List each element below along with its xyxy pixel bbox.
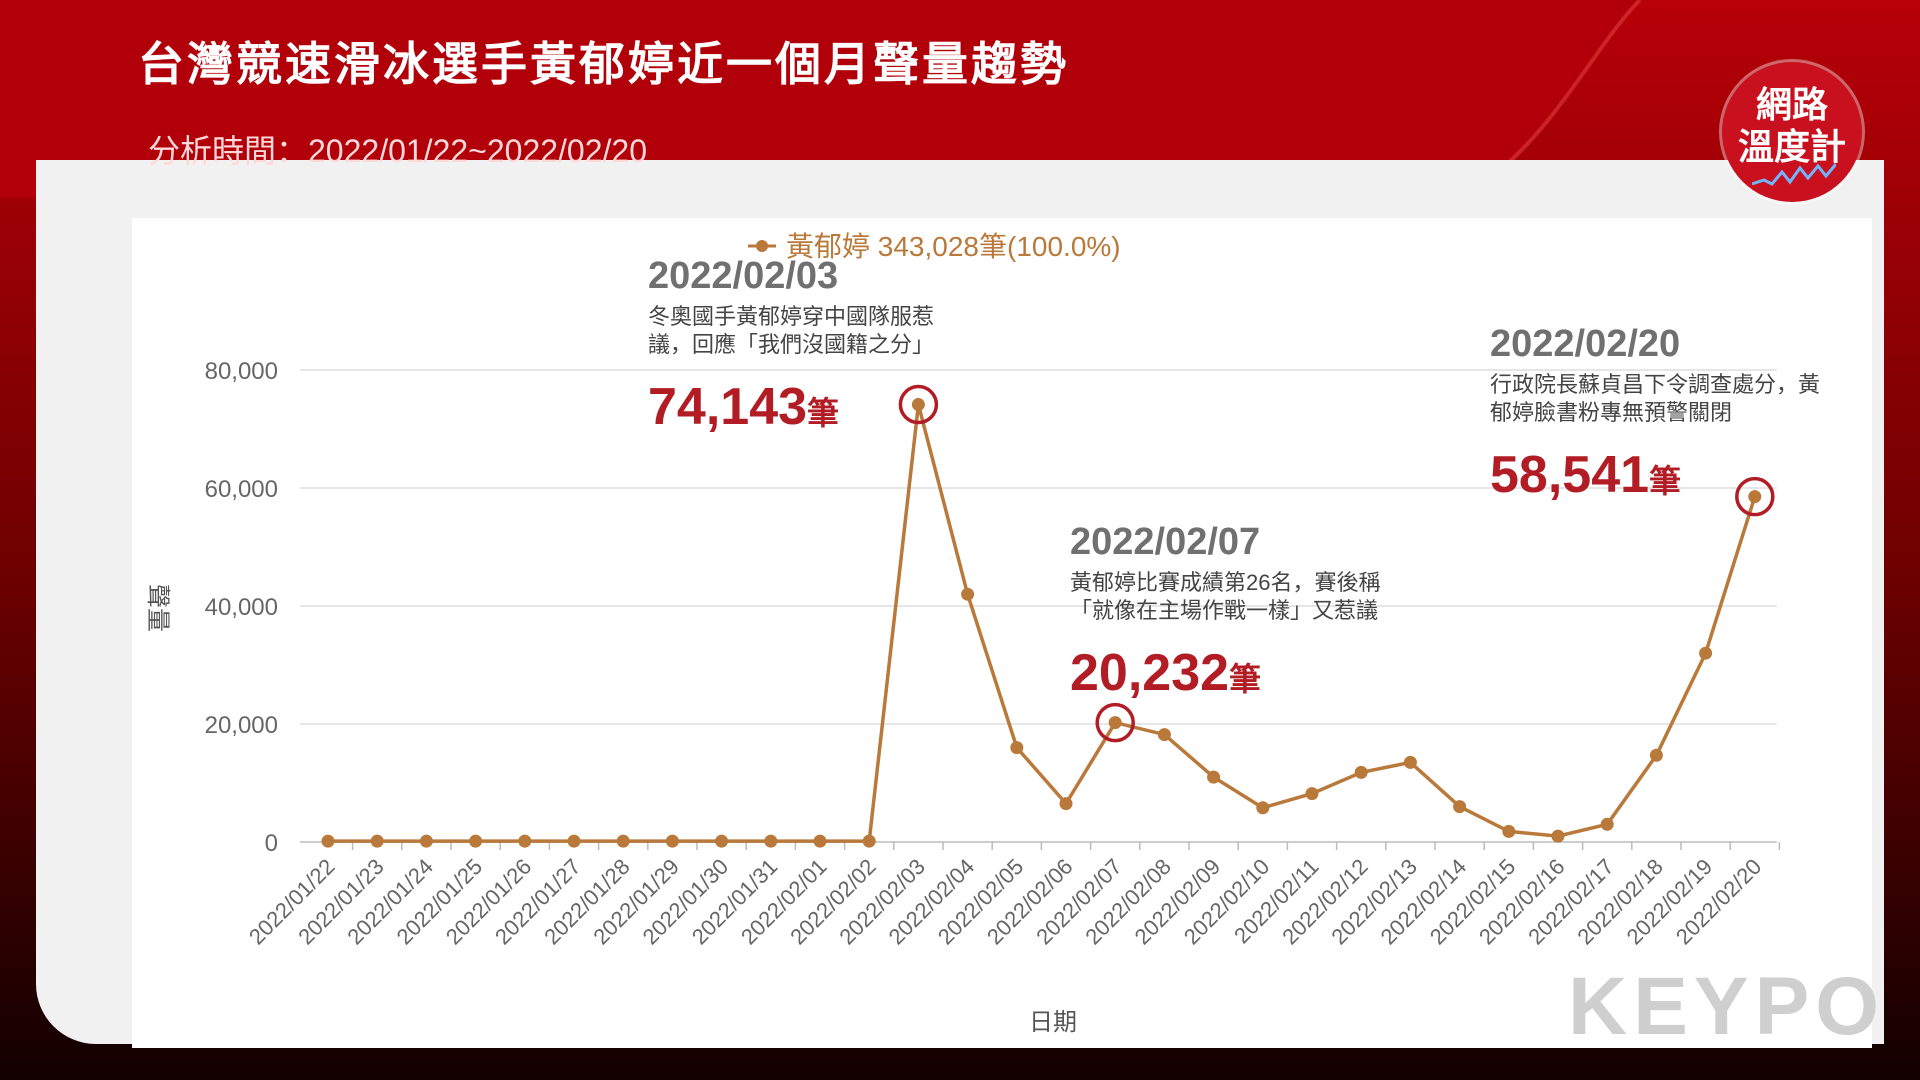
data-point — [321, 834, 335, 848]
annotation-text: 冬奧國手黃郁婷穿中國隊服惹 — [648, 304, 934, 329]
data-point — [1157, 728, 1171, 742]
annotation-date: 2022/02/07 — [1070, 521, 1260, 563]
annotation-date: 2022/02/03 — [648, 255, 838, 297]
x-axis-label: 日期 — [1029, 1009, 1077, 1036]
data-point — [715, 834, 729, 848]
annotation-text: 郁婷臉書粉專無預警關閉 — [1490, 400, 1732, 425]
y-axis-label: 聲量 — [144, 584, 171, 632]
data-point — [1649, 748, 1663, 762]
analysis-period: 分析時間：2022/01/22~2022/02/20 — [148, 133, 648, 169]
page-title: 台灣競速滑冰選手黃郁婷近一個月聲量趨勢 — [138, 38, 1069, 90]
y-tick-label: 60,000 — [205, 476, 278, 503]
legend-marker-icon — [756, 240, 768, 252]
data-point — [518, 834, 532, 848]
data-point — [1010, 741, 1024, 755]
y-tick-label: 0 — [265, 830, 278, 857]
header-banner — [0, 0, 1642, 198]
data-point — [419, 834, 433, 848]
legend-label: 黃郁婷 343,028筆(100.0%) — [786, 231, 1121, 262]
data-point — [911, 398, 925, 412]
data-point — [1059, 797, 1073, 811]
data-point — [1354, 765, 1368, 779]
data-point — [1256, 801, 1270, 815]
highlight-circle — [1735, 476, 1775, 517]
y-axis-ticks: 0 20,000 40,000 60,000 80,000 — [205, 358, 278, 857]
data-point — [616, 834, 630, 848]
data-point — [1699, 646, 1713, 660]
y-tick-label: 20,000 — [205, 712, 278, 739]
annotation-unit: 筆 — [807, 395, 839, 431]
annotation-date: 2022/02/20 — [1490, 323, 1680, 365]
data-point — [1748, 490, 1762, 504]
chart-area — [132, 218, 1872, 1048]
highlight-circle — [1095, 702, 1135, 743]
annotation-text: 「就像在主場作戰一樣」又惹議 — [1070, 598, 1378, 623]
data-point — [567, 834, 581, 848]
annotation-unit: 筆 — [1229, 661, 1261, 697]
annotation-text: 行政院長蘇貞昌下令調查處分，黃 — [1490, 372, 1820, 397]
legend: 黃郁婷 343,028筆(100.0%) — [748, 231, 1121, 262]
annotation-text: 黃郁婷比賽成績第26名，賽後稱 — [1070, 570, 1380, 595]
logo-line1: 網路 — [1755, 84, 1828, 125]
logo-badge: 網路 溫度計 — [1722, 62, 1862, 202]
data-point — [813, 834, 827, 848]
annotation-text: 議，回應「我們沒國籍之分」 — [648, 332, 934, 357]
annotation-value: 58,541筆 — [1490, 446, 1681, 504]
data-point — [370, 834, 384, 848]
annotation-value: 20,232筆 — [1070, 644, 1261, 702]
data-point — [1108, 716, 1122, 730]
data-point — [764, 834, 778, 848]
data-point — [1551, 829, 1565, 843]
data-point — [1502, 824, 1516, 838]
keypo-watermark: KEYPO — [1568, 961, 1886, 1052]
data-point — [961, 587, 975, 601]
data-point — [469, 834, 483, 848]
data-point — [862, 834, 876, 848]
data-point — [1207, 770, 1221, 784]
data-point — [1453, 800, 1467, 814]
y-tick-label: 80,000 — [205, 358, 278, 385]
annotation-value: 74,143筆 — [648, 378, 839, 436]
data-point — [1403, 755, 1417, 769]
series-points — [321, 398, 1762, 848]
logo-line2: 溫度計 — [1737, 126, 1846, 167]
highlight-circle — [898, 384, 939, 425]
x-axis-ticks: 2022/01/222022/01/232022/01/242022/01/25… — [244, 842, 1781, 949]
data-point — [1305, 787, 1319, 801]
annotation-unit: 筆 — [1649, 463, 1681, 499]
data-point — [665, 834, 679, 848]
pulse-icon — [1752, 163, 1836, 186]
y-tick-label: 40,000 — [205, 594, 278, 621]
series-line — [328, 404, 1757, 843]
data-point — [1600, 817, 1614, 831]
